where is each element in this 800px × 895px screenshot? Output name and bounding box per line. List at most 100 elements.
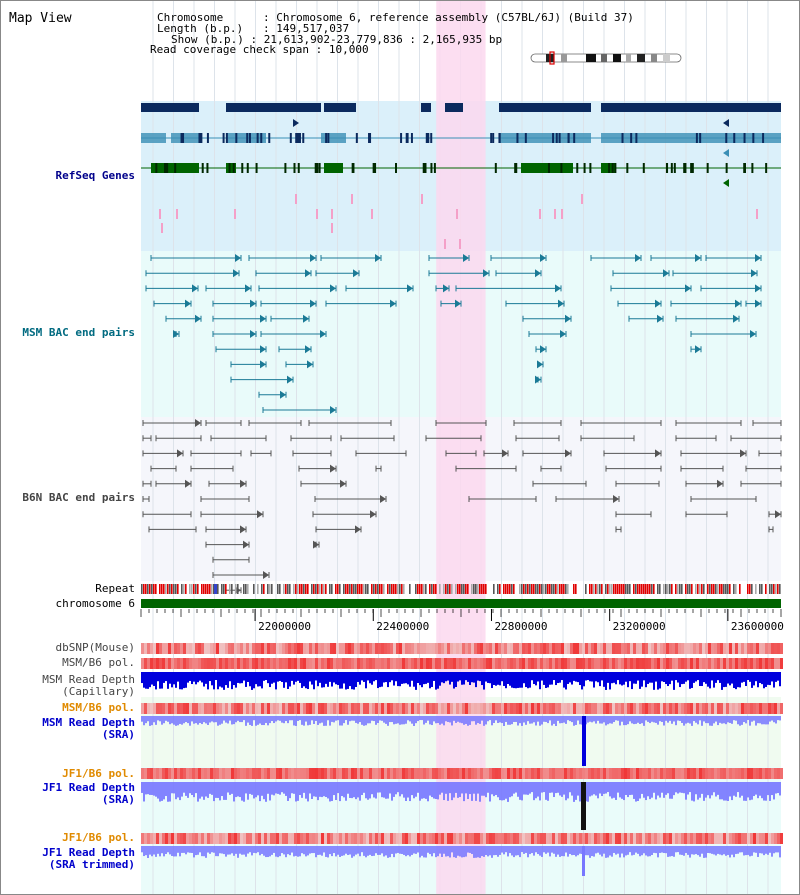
track-label-b6n-bac[interactable]: B6N BAC end pairs <box>22 491 135 504</box>
repeat-element <box>773 584 775 594</box>
msm-sra-depth-bar <box>579 716 581 725</box>
jf1-trim-depth-bar <box>683 846 685 856</box>
jf1-trim-depth-bar <box>697 846 699 856</box>
track-label-jf1-trim[interactable]: JF1 Read Depth (SRA trimmed) <box>1 847 135 871</box>
jf1-pol-cell <box>738 768 741 779</box>
track-label-msm-pol[interactable]: MSM/B6 pol. <box>62 656 135 669</box>
jf1-pol2-cell <box>636 833 639 844</box>
msm-pol-cell <box>384 658 387 669</box>
jf1-trim-depth-bar <box>763 846 765 856</box>
repeat-element <box>677 584 679 594</box>
msm-cap-depth-bar <box>713 672 715 688</box>
track-label-jf1-depth[interactable]: JF1 Read Depth (SRA) <box>1 782 135 806</box>
jf1-trim-depth-bar <box>757 846 759 857</box>
msm-pol-sra-cell <box>546 703 549 714</box>
jf1-trim-depth-bar <box>331 846 333 857</box>
msm-pol-cell <box>210 658 213 669</box>
msm-pol-cell <box>315 658 318 669</box>
jf1-trim-depth-bar <box>617 846 619 854</box>
dbsnp-cell <box>288 643 291 654</box>
gene-exon <box>235 133 238 143</box>
msm-sra-depth-bar <box>245 716 247 726</box>
msm-bac-arrow <box>407 284 413 293</box>
track-label-repeat[interactable]: Repeat <box>95 582 135 595</box>
jf1-pol-cell <box>642 768 645 779</box>
msm-pol-cell <box>678 658 681 669</box>
jf1-pol-cell <box>657 768 660 779</box>
jf1-pol2-cell <box>708 833 711 844</box>
track-label-chromosome[interactable]: chromosome 6 <box>55 597 135 610</box>
jf1-trim-depth-bar <box>171 846 173 856</box>
msm-pol-sra-cell <box>330 703 333 714</box>
dbsnp-cell <box>342 643 345 654</box>
jf1-pol-cell <box>381 768 384 779</box>
jf1-trim-depth-bar <box>719 846 721 855</box>
jf1-pol-cell <box>636 768 639 779</box>
msm-pol-cell <box>537 658 540 669</box>
jf1-pol-cell <box>219 768 222 779</box>
msm-pol-cell <box>573 658 576 669</box>
msm-pol-cell <box>363 658 366 669</box>
msm-sra-depth-bar <box>627 716 629 725</box>
track-label-dbsnp[interactable]: dbSNP(Mouse) <box>55 641 135 654</box>
jf1-sra-depth-bar <box>767 782 769 796</box>
est-mark <box>539 209 541 219</box>
msm-pol-sra-cell <box>669 703 672 714</box>
msm-cap-depth-bar <box>381 672 383 687</box>
msm-pol-sra-cell <box>363 703 366 714</box>
track-label-msm-pol-sra[interactable]: MSM/B6 pol. <box>62 701 135 714</box>
track-label-refseq[interactable]: RefSeq Genes <box>55 169 135 182</box>
msm-sra-depth-bar <box>221 716 223 724</box>
jf1-sra-depth-bar <box>749 782 751 801</box>
msm-pol-cell <box>666 658 669 669</box>
selection-highlight <box>436 1 486 894</box>
msm-sra-depth-bar <box>569 716 571 722</box>
msm-sra-depth-bar <box>467 716 469 726</box>
repeat-element <box>165 584 167 594</box>
jf1-trim-depth-bar <box>145 846 147 856</box>
jf1-sra-depth-bar <box>203 782 205 800</box>
jf1-trim-depth-bar <box>607 846 609 858</box>
msm-pol-sra-cell <box>501 703 504 714</box>
jf1-pol2-cell <box>162 833 165 844</box>
msm-pol-cell <box>456 658 459 669</box>
jf1-sra-depth-bar <box>349 782 351 798</box>
jf1-pol-cell <box>285 768 288 779</box>
gene-exon <box>492 133 495 143</box>
dbsnp-cell <box>597 643 600 654</box>
track-label-msm-depth-sra[interactable]: MSM Read Depth (SRA) <box>1 717 135 741</box>
track-label-jf1-pol[interactable]: JF1/B6 pol. <box>62 767 135 780</box>
msm-cap-depth-bar <box>349 672 351 687</box>
msm-pol-cell <box>327 658 330 669</box>
ideogram-band <box>663 54 670 62</box>
msm-sra-depth-bar <box>427 716 429 721</box>
jf1-pol-cell <box>156 768 159 779</box>
repeat-element <box>649 584 651 594</box>
jf1-sra-depth-bar <box>217 782 219 798</box>
repeat-element <box>629 584 631 594</box>
msm-cap-depth-bar <box>749 672 751 682</box>
jf1-trim-depth-bar <box>419 846 421 858</box>
dbsnp-cell <box>768 643 771 654</box>
jf1-trim-depth-bar <box>289 846 291 856</box>
gene-exon <box>206 133 209 143</box>
gene-exon <box>182 133 185 143</box>
jf1-pol2-cell <box>306 833 309 844</box>
jf1-trim-depth-bar <box>363 846 365 856</box>
track-label-msm-bac[interactable]: MSM BAC end pairs <box>22 326 135 339</box>
jf1-sra-depth-bar <box>661 782 663 793</box>
msm-bac-arrow <box>733 314 739 323</box>
repeat-element <box>349 584 351 594</box>
track-label-jf1-pol-2[interactable]: JF1/B6 pol. <box>62 831 135 844</box>
msm-sra-depth-bar <box>723 716 725 724</box>
jf1-pol-cell <box>186 768 189 779</box>
jf1-sra-depth-bar <box>391 782 393 801</box>
ideogram-band <box>626 54 631 62</box>
repeat-element <box>389 584 391 594</box>
jf1-sra-depth-bar <box>679 782 681 793</box>
msm-sra-depth-bar <box>659 716 661 722</box>
repeat-element <box>735 584 737 594</box>
msm-sra-depth-bar <box>239 716 241 723</box>
track-label-msm-depth-cap[interactable]: MSM Read Depth (Capillary) <box>1 674 135 698</box>
